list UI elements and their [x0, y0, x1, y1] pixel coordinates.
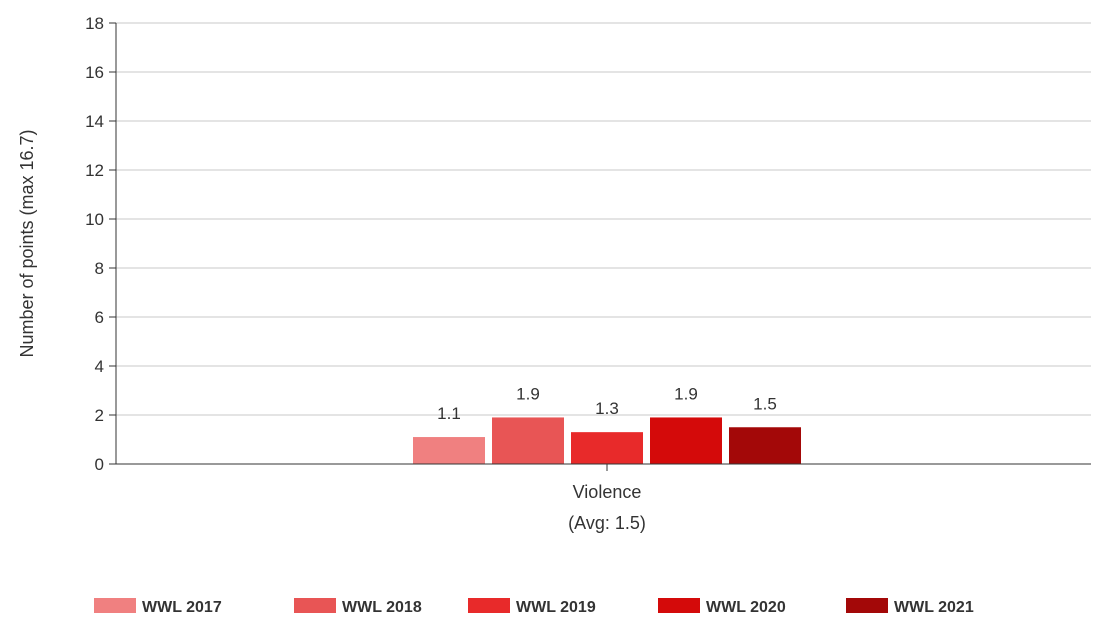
legend-item: WWL 2021 [846, 598, 974, 616]
y-tick-label: 0 [95, 455, 104, 474]
legend-item: WWL 2019 [468, 598, 596, 616]
legend-label: WWL 2018 [342, 599, 422, 616]
y-tick-label: 16 [85, 63, 104, 82]
bar-wwl-2018 [492, 417, 564, 464]
data-labels: 1.1 1.9 1.3 1.9 1.5 [437, 384, 777, 423]
bars [413, 417, 801, 464]
data-label: 1.1 [437, 404, 461, 423]
legend-swatch [468, 598, 510, 613]
y-axis-title: Number of points (max 16.7) [17, 129, 37, 357]
bar-wwl-2019 [571, 432, 643, 464]
legend: WWL 2017 WWL 2018 WWL 2019 WWL 2020 WWL 2021 [94, 598, 974, 616]
y-tick-label: 18 [85, 14, 104, 33]
x-category-sublabel: (Avg: 1.5) [568, 513, 646, 533]
y-tick-label: 8 [95, 259, 104, 278]
y-tick-label: 2 [95, 406, 104, 425]
bar-wwl-2017 [413, 437, 485, 464]
legend-swatch [846, 598, 888, 613]
axes: 0 2 4 6 8 10 12 14 16 18 Number of points (max 16.… [17, 14, 1091, 533]
bar-wwl-2021 [729, 427, 801, 464]
data-label: 1.3 [595, 399, 619, 418]
bar-wwl-2020 [650, 417, 722, 464]
y-tick-label: 10 [85, 210, 104, 229]
data-label: 1.5 [753, 394, 777, 413]
legend-swatch [94, 598, 136, 613]
grid-lines [116, 22, 1091, 416]
legend-label: WWL 2017 [142, 599, 222, 616]
legend-swatch [658, 598, 700, 613]
y-tick-label: 14 [85, 112, 104, 131]
legend-item: WWL 2017 [94, 598, 222, 616]
x-category-label: Violence [573, 482, 642, 502]
y-tick-label: 6 [95, 308, 104, 327]
legend-item: WWL 2018 [294, 598, 422, 616]
data-label: 1.9 [516, 384, 540, 403]
y-tick-label: 12 [85, 161, 104, 180]
legend-item: WWL 2020 [658, 598, 786, 616]
legend-label: WWL 2019 [516, 599, 596, 616]
legend-label: WWL 2021 [894, 599, 974, 616]
y-tick-label: 4 [95, 357, 104, 376]
data-label: 1.9 [674, 384, 698, 403]
legend-swatch [294, 598, 336, 613]
legend-label: WWL 2020 [706, 599, 786, 616]
